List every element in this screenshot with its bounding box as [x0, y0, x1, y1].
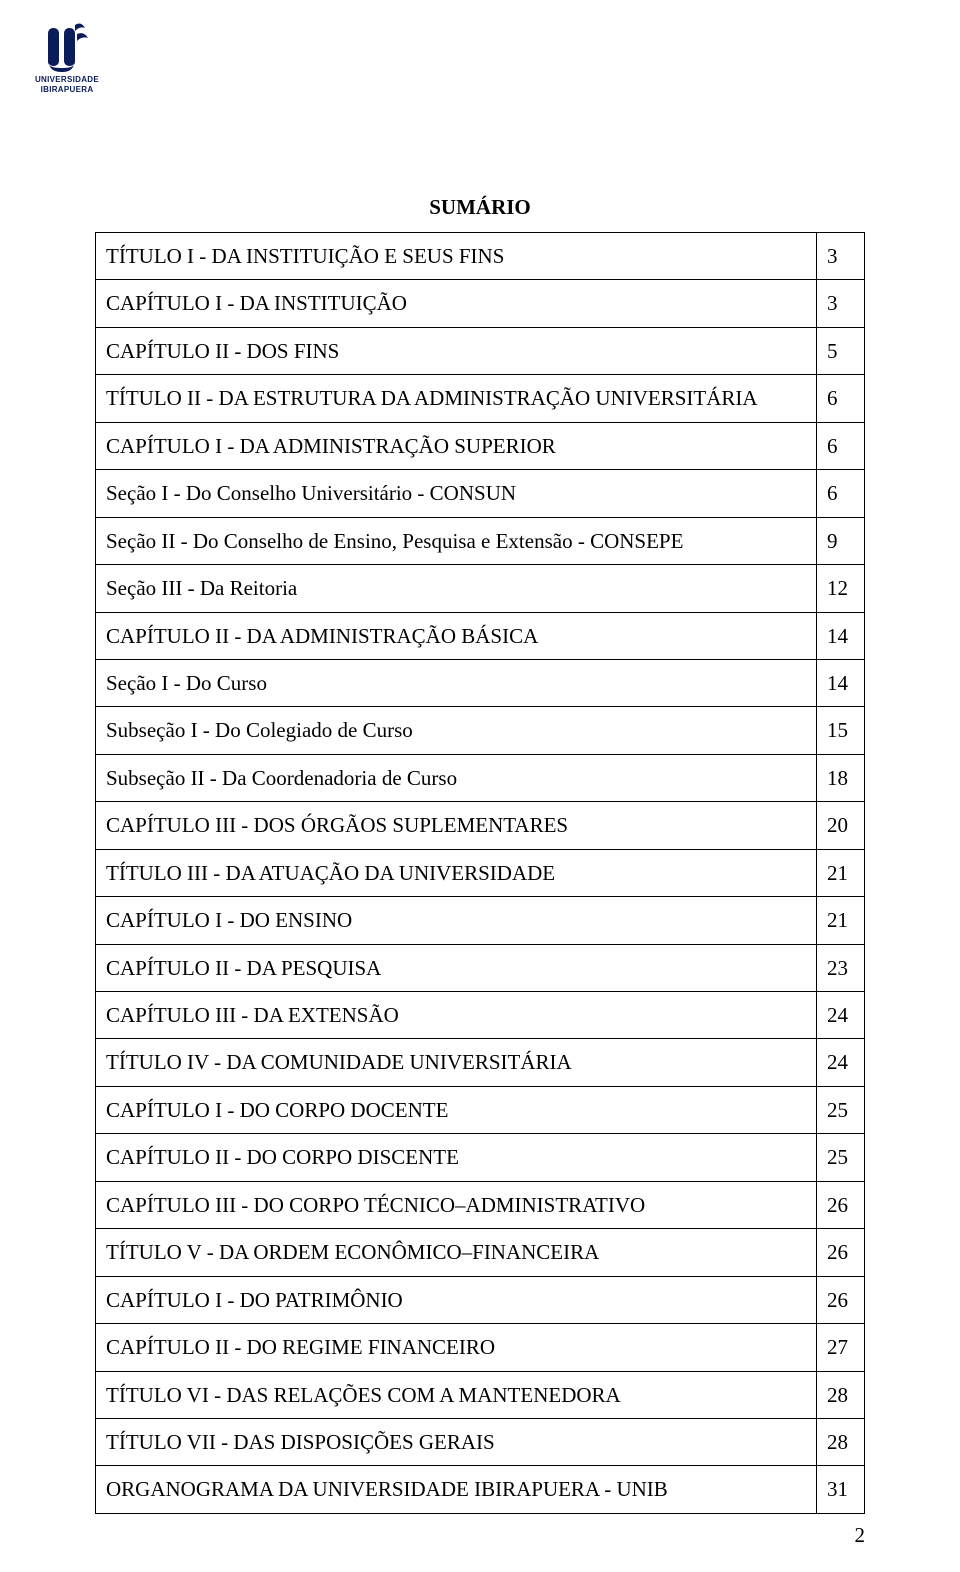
summary-title: SUMÁRIO: [95, 195, 865, 220]
toc-entry-label: TÍTULO VI - DAS RELAÇÕES COM A MANTENEDO…: [96, 1371, 817, 1418]
toc-entry-page: 12: [817, 565, 865, 612]
toc-row: CAPÍTULO III - DA EXTENSÃO24: [96, 992, 865, 1039]
toc-entry-page: 24: [817, 1039, 865, 1086]
toc-row: CAPÍTULO I - DO PATRIMÔNIO26: [96, 1276, 865, 1323]
toc-row: CAPÍTULO II - DA ADMINISTRAÇÃO BÁSICA14: [96, 612, 865, 659]
toc-entry-page: 3: [817, 280, 865, 327]
toc-row: TÍTULO VII - DAS DISPOSIÇÕES GERAIS28: [96, 1418, 865, 1465]
toc-entry-page: 25: [817, 1134, 865, 1181]
toc-row: CAPÍTULO II - DO CORPO DISCENTE25: [96, 1134, 865, 1181]
toc-entry-page: 9: [817, 517, 865, 564]
toc-entry-page: 18: [817, 754, 865, 801]
toc-entry-label: Subseção II - Da Coordenadoria de Curso: [96, 754, 817, 801]
toc-row: TÍTULO V - DA ORDEM ECONÔMICO–FINANCEIRA…: [96, 1229, 865, 1276]
toc-entry-label: TÍTULO II - DA ESTRUTURA DA ADMINISTRAÇÃ…: [96, 375, 817, 422]
toc-row: Seção I - Do Conselho Universitário - CO…: [96, 470, 865, 517]
toc-entry-label: Seção III - Da Reitoria: [96, 565, 817, 612]
university-logo: UNIVERSIDADE IBIRAPUERA: [22, 22, 112, 95]
toc-row: TÍTULO II - DA ESTRUTURA DA ADMINISTRAÇÃ…: [96, 375, 865, 422]
toc-entry-page: 28: [817, 1371, 865, 1418]
toc-entry-page: 21: [817, 849, 865, 896]
toc-entry-label: CAPÍTULO II - DOS FINS: [96, 327, 817, 374]
toc-row: CAPÍTULO II - DOS FINS5: [96, 327, 865, 374]
toc-entry-label: CAPÍTULO III - DA EXTENSÃO: [96, 992, 817, 1039]
toc-entry-page: 20: [817, 802, 865, 849]
toc-entry-page: 25: [817, 1086, 865, 1133]
toc-entry-label: CAPÍTULO III - DOS ÓRGÃOS SUPLEMENTARES: [96, 802, 817, 849]
toc-row: CAPÍTULO I - DA ADMINISTRAÇÃO SUPERIOR6: [96, 422, 865, 469]
toc-row: TÍTULO III - DA ATUAÇÃO DA UNIVERSIDADE2…: [96, 849, 865, 896]
toc-row: CAPÍTULO I - DA INSTITUIÇÃO3: [96, 280, 865, 327]
document-page: UNIVERSIDADE IBIRAPUERA SUMÁRIO TÍTULO I…: [0, 0, 960, 1572]
toc-entry-page: 26: [817, 1181, 865, 1228]
toc-entry-label: CAPÍTULO I - DO PATRIMÔNIO: [96, 1276, 817, 1323]
toc-row: TÍTULO VI - DAS RELAÇÕES COM A MANTENEDO…: [96, 1371, 865, 1418]
toc-entry-label: Subseção I - Do Colegiado de Curso: [96, 707, 817, 754]
toc-entry-label: TÍTULO V - DA ORDEM ECONÔMICO–FINANCEIRA: [96, 1229, 817, 1276]
toc-entry-page: 26: [817, 1229, 865, 1276]
toc-entry-label: ORGANOGRAMA DA UNIVERSIDADE IBIRAPUERA -…: [96, 1466, 817, 1513]
table-of-contents: TÍTULO I - DA INSTITUIÇÃO E SEUS FINS3CA…: [95, 232, 865, 1514]
toc-row: TÍTULO I - DA INSTITUIÇÃO E SEUS FINS3: [96, 233, 865, 280]
toc-entry-label: CAPÍTULO II - DA PESQUISA: [96, 944, 817, 991]
toc-entry-page: 24: [817, 992, 865, 1039]
toc-entry-page: 21: [817, 897, 865, 944]
logo-text-line1: UNIVERSIDADE: [22, 76, 112, 84]
toc-row: CAPÍTULO II - DA PESQUISA23: [96, 944, 865, 991]
toc-entry-page: 26: [817, 1276, 865, 1323]
toc-entry-label: CAPÍTULO I - DA INSTITUIÇÃO: [96, 280, 817, 327]
toc-row: ORGANOGRAMA DA UNIVERSIDADE IBIRAPUERA -…: [96, 1466, 865, 1513]
toc-entry-label: Seção II - Do Conselho de Ensino, Pesqui…: [96, 517, 817, 564]
toc-row: Seção II - Do Conselho de Ensino, Pesqui…: [96, 517, 865, 564]
toc-entry-label: CAPÍTULO I - DO CORPO DOCENTE: [96, 1086, 817, 1133]
toc-entry-page: 5: [817, 327, 865, 374]
toc-entry-label: TÍTULO VII - DAS DISPOSIÇÕES GERAIS: [96, 1418, 817, 1465]
toc-entry-page: 23: [817, 944, 865, 991]
toc-entry-label: CAPÍTULO III - DO CORPO TÉCNICO–ADMINIST…: [96, 1181, 817, 1228]
toc-row: TÍTULO IV - DA COMUNIDADE UNIVERSITÁRIA2…: [96, 1039, 865, 1086]
toc-entry-page: 27: [817, 1324, 865, 1371]
toc-row: Subseção I - Do Colegiado de Curso15: [96, 707, 865, 754]
toc-entry-page: 6: [817, 375, 865, 422]
toc-entry-label: CAPÍTULO II - DO CORPO DISCENTE: [96, 1134, 817, 1181]
toc-entry-label: Seção I - Do Curso: [96, 659, 817, 706]
toc-row: CAPÍTULO III - DO CORPO TÉCNICO–ADMINIST…: [96, 1181, 865, 1228]
logo-icon: [44, 22, 90, 74]
page-number: 2: [855, 1523, 866, 1548]
toc-row: Subseção II - Da Coordenadoria de Curso1…: [96, 754, 865, 801]
toc-row: CAPÍTULO III - DOS ÓRGÃOS SUPLEMENTARES2…: [96, 802, 865, 849]
toc-row: CAPÍTULO II - DO REGIME FINANCEIRO27: [96, 1324, 865, 1371]
toc-entry-label: CAPÍTULO II - DO REGIME FINANCEIRO: [96, 1324, 817, 1371]
toc-entry-label: TÍTULO I - DA INSTITUIÇÃO E SEUS FINS: [96, 233, 817, 280]
toc-entry-label: TÍTULO III - DA ATUAÇÃO DA UNIVERSIDADE: [96, 849, 817, 896]
toc-row: CAPÍTULO I - DO CORPO DOCENTE25: [96, 1086, 865, 1133]
toc-row: CAPÍTULO I - DO ENSINO21: [96, 897, 865, 944]
toc-entry-label: CAPÍTULO II - DA ADMINISTRAÇÃO BÁSICA: [96, 612, 817, 659]
toc-entry-label: CAPÍTULO I - DO ENSINO: [96, 897, 817, 944]
toc-entry-page: 31: [817, 1466, 865, 1513]
toc-entry-page: 15: [817, 707, 865, 754]
toc-entry-page: 6: [817, 422, 865, 469]
toc-row: Seção III - Da Reitoria12: [96, 565, 865, 612]
toc-entry-label: TÍTULO IV - DA COMUNIDADE UNIVERSITÁRIA: [96, 1039, 817, 1086]
toc-entry-page: 6: [817, 470, 865, 517]
toc-entry-label: CAPÍTULO I - DA ADMINISTRAÇÃO SUPERIOR: [96, 422, 817, 469]
toc-entry-page: 14: [817, 612, 865, 659]
toc-entry-page: 14: [817, 659, 865, 706]
toc-entry-page: 28: [817, 1418, 865, 1465]
toc-entry-page: 3: [817, 233, 865, 280]
toc-entry-label: Seção I - Do Conselho Universitário - CO…: [96, 470, 817, 517]
toc-row: Seção I - Do Curso14: [96, 659, 865, 706]
logo-text-line2: IBIRAPUERA: [22, 86, 112, 94]
